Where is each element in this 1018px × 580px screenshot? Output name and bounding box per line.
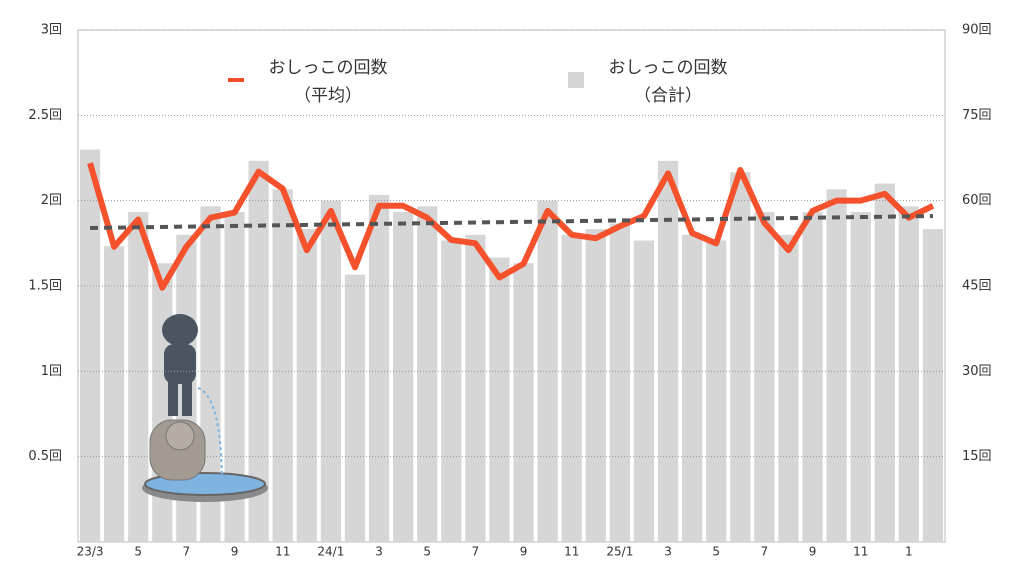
bar	[489, 257, 510, 542]
y-tick-label: 1回	[41, 364, 62, 379]
bar	[898, 206, 919, 542]
bar	[778, 234, 799, 543]
bar	[368, 194, 390, 542]
x-tick-label: 11	[275, 545, 290, 559]
y2-tick-label: 15回	[962, 449, 992, 464]
y-tick-label: 2回	[41, 193, 62, 208]
bar	[706, 240, 727, 542]
y-tick-label: 2.5回	[28, 108, 62, 123]
bar	[922, 229, 944, 542]
bar	[417, 206, 438, 542]
bar	[104, 246, 125, 542]
bars	[79, 149, 944, 543]
bar	[128, 212, 149, 543]
x-tick-label: 9	[231, 545, 239, 559]
x-tick-label: 24/1	[317, 545, 344, 559]
bar	[585, 229, 606, 542]
bar	[393, 212, 414, 543]
legend-label: （平均）	[294, 86, 362, 106]
trend-line	[90, 214, 933, 230]
bar	[802, 212, 823, 543]
legend-label: （合計）	[634, 86, 702, 106]
y2-tick-label: 45回	[962, 279, 992, 294]
x-tick-label: 5	[423, 545, 431, 559]
x-tick-label: 3	[375, 545, 383, 559]
x-tick-label: 3	[664, 545, 672, 559]
y2-tick-label: 60回	[962, 193, 992, 208]
y-tick-label: 3回	[41, 23, 62, 38]
statue-illustration	[142, 314, 268, 502]
bar	[609, 223, 630, 542]
legend-label: おしっこの回数	[269, 58, 388, 78]
bar	[272, 189, 293, 543]
bar	[874, 183, 895, 542]
bar	[730, 172, 751, 542]
x-tick-label: 7	[183, 545, 191, 559]
y2-tick-label: 90回	[962, 23, 992, 38]
legend-label: おしっこの回数	[609, 58, 728, 78]
legend-swatch	[568, 72, 584, 88]
bar	[441, 240, 462, 542]
bar	[682, 234, 703, 543]
bar	[296, 229, 317, 542]
x-tick-label: 9	[809, 545, 817, 559]
x-tick-label: 5	[712, 545, 720, 559]
x-tick-label: 11	[853, 545, 868, 559]
y-tick-label: 0.5回	[28, 449, 62, 464]
bar	[850, 212, 871, 543]
x-tick-label: 25/1	[606, 545, 633, 559]
bar	[79, 149, 101, 542]
bar	[561, 234, 582, 543]
bar	[657, 160, 679, 542]
bar	[513, 263, 534, 542]
y-tick-label: 1.5回	[28, 279, 62, 294]
line-series	[87, 162, 935, 291]
x-tick-label: 7	[761, 545, 769, 559]
bar	[344, 274, 366, 542]
y2-tick-label: 75回	[962, 108, 992, 123]
bar	[465, 234, 486, 543]
x-tick-label: 23/3	[77, 545, 104, 559]
bar	[633, 240, 655, 542]
grid	[78, 29, 945, 458]
bar	[754, 212, 775, 543]
y2-tick-label: 30回	[962, 364, 992, 379]
x-tick-label: 1	[905, 545, 913, 559]
bar	[826, 189, 847, 543]
bar	[224, 212, 245, 543]
x-tick-label: 9	[520, 545, 528, 559]
x-tick-label: 5	[134, 545, 142, 559]
x-tick-label: 7	[472, 545, 480, 559]
bar	[248, 160, 269, 542]
x-tick-label: 11	[564, 545, 579, 559]
